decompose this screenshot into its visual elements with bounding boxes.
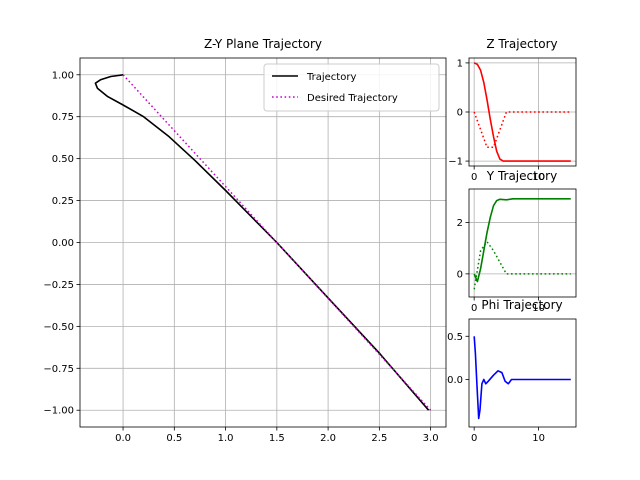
y-series-0-line (473, 198, 571, 283)
y-series-1-line (473, 240, 571, 290)
z-ytick-label-1: 0 (457, 108, 463, 119)
z-series-0-line (473, 62, 571, 162)
y-ytick-label-0: 2 (457, 218, 463, 229)
main-xtick-label-0: 0.0 (115, 433, 131, 444)
main-ytick-label-5: −0.25 (43, 280, 74, 291)
main-xtick-label-4: 2.0 (320, 433, 336, 444)
main-ytick-label-3: 0.25 (52, 196, 74, 207)
main-xtick-label-5: 2.5 (371, 433, 387, 444)
phi-xtick-label-1: 10 (532, 433, 545, 444)
y-xtick-label-0: 0 (471, 303, 477, 314)
main-ytick-label-8: −1.00 (43, 406, 74, 417)
main-ytick-label-0: 1.00 (52, 70, 74, 81)
main-xtick-label-6: 3.0 (423, 433, 439, 444)
z-xtick-label-0: 0 (471, 172, 477, 183)
phi-plot: 0 10 0.5 0.0 Phi Trajectory (447, 298, 577, 444)
main-ytick-label-1: 0.75 (52, 112, 74, 123)
phi-xtick-label-0: 0 (471, 433, 477, 444)
legend-box (263, 63, 440, 112)
main-xtick-label-3: 1.5 (269, 433, 285, 444)
y-xtick-label-1: 10 (532, 303, 545, 314)
main-ytick-label-7: −0.75 (43, 364, 74, 375)
main-ytick-label-2: 0.50 (52, 154, 74, 165)
z-title: Z Trajectory (486, 37, 557, 51)
main-ytick-label-4: 0.00 (52, 238, 74, 249)
main-title: Z-Y Plane Trajectory (204, 37, 322, 51)
phi-series-0-line (473, 336, 571, 420)
y-ytick-label-1: 0 (457, 269, 463, 280)
z-ytick-label-0: 1 (457, 58, 463, 69)
main-series-1-line (122, 74, 432, 411)
main-ytick-label-6: −0.50 (43, 322, 74, 333)
phi-axes-frame (468, 318, 577, 428)
legend-label-1: Desired Trajectory (307, 93, 398, 104)
main-xtick-label-2: 1.0 (218, 433, 234, 444)
y-axes-frame (468, 188, 577, 298)
y-title: Y Trajectory (486, 169, 557, 183)
z-ytick-label-2: −1 (448, 157, 463, 168)
phi-title: Phi Trajectory (481, 298, 562, 312)
main-plot: 0.0 0.5 1.0 1.5 2.0 2.5 3.0 1.00 0.75 0.50 0.25 0.0… (43, 37, 447, 444)
phi-ytick-label-0: 0.5 (447, 332, 463, 343)
legend-label-0: Trajectory (306, 72, 356, 83)
main-xtick-label-1: 0.5 (166, 433, 182, 444)
phi-ytick-label-1: 0.0 (447, 375, 463, 386)
z-xtick-label-1: 10 (532, 172, 545, 183)
